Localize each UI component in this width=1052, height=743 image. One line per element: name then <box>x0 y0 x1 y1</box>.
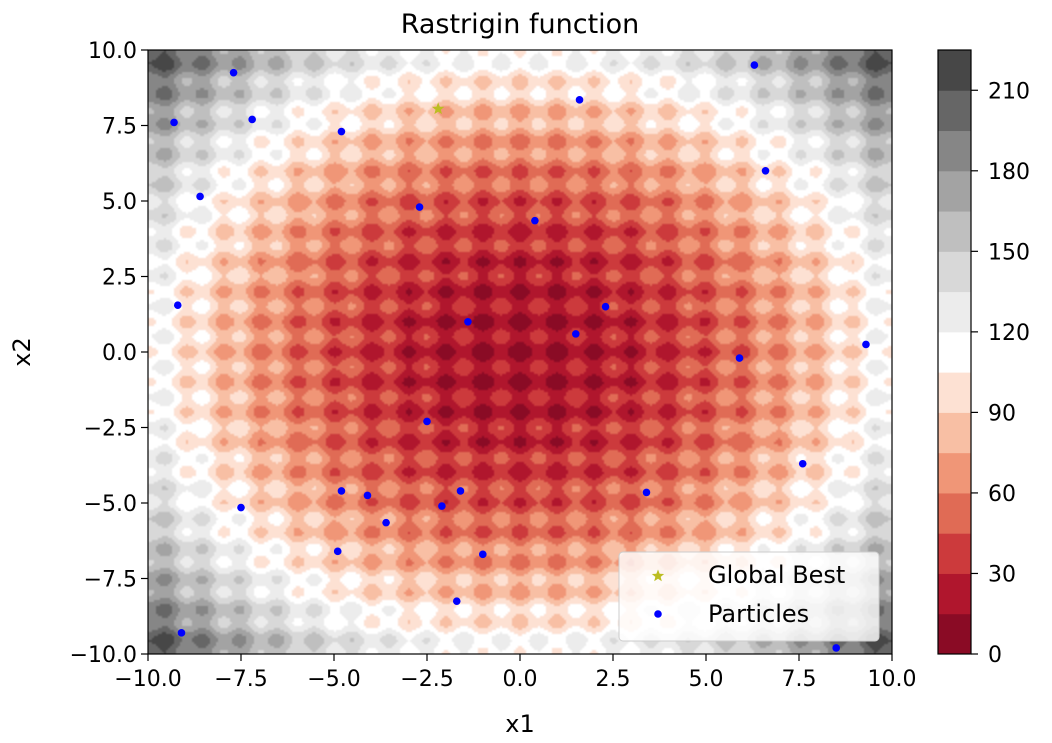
particle-marker <box>750 61 759 69</box>
colorbar-band <box>938 251 971 293</box>
particle-marker <box>761 167 770 175</box>
x-tick-label: 5.0 <box>689 667 724 692</box>
colorbar-band <box>938 50 971 91</box>
y-axis: −10.0 −7.5 −5.0 −2.5 0.0 2.5 5.0 7.5 10.0 <box>70 39 148 668</box>
global-best-marker <box>431 102 445 115</box>
y-tick-label: −7.5 <box>84 568 137 593</box>
particle-marker <box>479 550 487 559</box>
particle-marker <box>575 96 584 104</box>
particle-marker <box>862 340 870 349</box>
legend-star-icon <box>651 569 665 582</box>
particle-marker <box>601 302 610 311</box>
x-tick-label: 2.5 <box>596 667 631 692</box>
colorbar-band <box>938 170 971 212</box>
colorbar-band <box>938 533 971 574</box>
particle-marker <box>337 487 346 495</box>
particle-marker <box>832 644 840 652</box>
colorbar-tick-label: 150 <box>988 240 1030 265</box>
particle-marker <box>735 354 744 362</box>
y-tick-label: −5.0 <box>84 492 137 517</box>
y-tick-label: −2.5 <box>84 417 137 442</box>
colorbar-band <box>938 412 971 454</box>
particle-marker <box>464 318 472 326</box>
y-tick-label: −10.0 <box>70 643 137 668</box>
particle-marker <box>229 68 238 77</box>
colorbar-frame <box>937 49 972 655</box>
particle-marker <box>333 547 342 556</box>
y-axis-label: x2 <box>8 337 36 366</box>
x-tick-label: 0.0 <box>503 667 538 692</box>
colorbar-tick-label: 180 <box>988 160 1030 185</box>
x-tick-label: −7.5 <box>214 667 267 692</box>
particle-marker <box>237 503 245 512</box>
particle-marker <box>642 488 651 497</box>
x-tick-label: 7.5 <box>782 667 817 692</box>
legend-star-marker <box>651 569 665 582</box>
particle-marker <box>248 115 256 124</box>
particle-marker <box>438 502 446 510</box>
colorbar-tick-label: 60 <box>988 482 1016 507</box>
particle-marker <box>572 330 580 338</box>
colorbar: 0 30 60 90 120 150 180 210 <box>937 49 1030 668</box>
x-tick-label: 10.0 <box>868 667 917 692</box>
particle-marker <box>415 203 424 211</box>
colorbar-bands <box>938 50 971 655</box>
colorbar-band <box>938 211 971 252</box>
colorbar-tick-label: 0 <box>988 643 1002 668</box>
colorbar-tick-label: 210 <box>988 79 1030 104</box>
particle-marker <box>170 118 178 127</box>
x-tick-label: −2.5 <box>400 667 453 692</box>
y-tick-label: 5.0 <box>102 190 137 215</box>
particle-marker <box>196 192 204 201</box>
y-tick-label: 7.5 <box>102 115 137 140</box>
particle-marker <box>423 417 431 426</box>
y-tick-label: 10.0 <box>88 39 137 64</box>
colorbar-ticks: 0 30 60 90 120 150 180 210 <box>971 79 1030 668</box>
x-tick-label: −10.0 <box>114 667 181 692</box>
y-tick-label: 0.0 <box>102 341 137 366</box>
particle-marker <box>177 629 186 637</box>
particle-marker <box>337 127 346 136</box>
x-axis: −10.0 −7.5 −5.0 −2.5 0.0 2.5 5.0 7.5 10.0 <box>114 654 916 692</box>
legend-particle-marker <box>654 610 662 618</box>
legend: Global Best Particles <box>618 551 880 642</box>
colorbar-band <box>938 573 971 615</box>
particle-marker <box>456 487 465 495</box>
colorbar-tick-label: 120 <box>988 321 1030 346</box>
particle-marker <box>531 216 539 225</box>
colorbar-band <box>938 130 971 172</box>
colorbar-tick-label: 30 <box>988 562 1016 587</box>
particle-marker <box>363 491 372 500</box>
colorbar-band <box>938 492 971 534</box>
colorbar-band <box>938 331 971 373</box>
x-axis-label: x1 <box>505 710 534 738</box>
colorbar-tick-label: 90 <box>988 401 1016 426</box>
scatter-markers <box>170 61 870 652</box>
chart-title: Rastrigin function <box>401 9 640 40</box>
legend-label-particles: Particles <box>708 600 809 628</box>
colorbar-band <box>938 372 971 413</box>
colorbar-band <box>938 452 971 494</box>
colorbar-band <box>938 291 971 333</box>
x-tick-label: −5.0 <box>307 667 360 692</box>
y-tick-label: 2.5 <box>102 266 137 291</box>
particle-marker <box>382 518 390 527</box>
colorbar-band <box>938 613 971 655</box>
legend-label-global-best: Global Best <box>708 561 845 589</box>
particle-marker <box>173 301 182 309</box>
colorbar-band <box>938 90 971 132</box>
particle-marker <box>798 459 807 468</box>
particle-marker <box>452 597 461 605</box>
legend-box <box>618 551 880 642</box>
